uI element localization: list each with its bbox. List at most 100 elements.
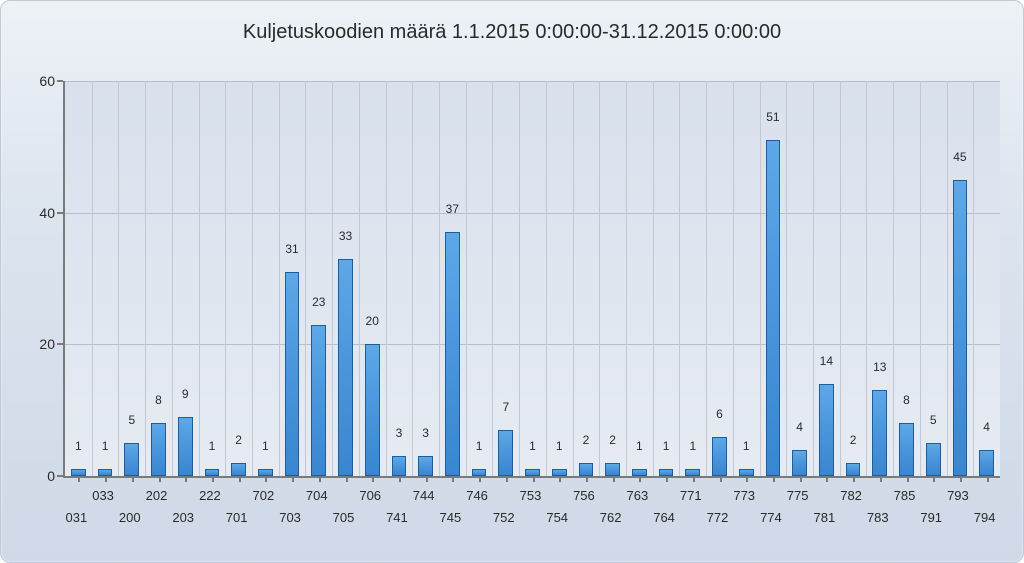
bar-value-label: 37 bbox=[446, 202, 459, 216]
bar bbox=[258, 469, 273, 476]
bar bbox=[899, 423, 914, 476]
x-tick-label: 706 bbox=[359, 488, 381, 503]
x-tick-label: 741 bbox=[386, 510, 408, 525]
bar bbox=[552, 469, 567, 476]
bar bbox=[365, 344, 380, 476]
x-axis-labels: 0310332002022032227017027037047057067417… bbox=[63, 478, 998, 538]
bars-container: 1158912131233320333717112211161514142138… bbox=[65, 81, 1000, 476]
bar-value-label: 14 bbox=[820, 354, 833, 368]
bar-value-label: 2 bbox=[235, 433, 242, 447]
bar bbox=[418, 456, 433, 476]
bar bbox=[445, 232, 460, 476]
bar bbox=[71, 469, 86, 476]
y-tick-label: 60 bbox=[1, 73, 55, 89]
bar bbox=[739, 469, 754, 476]
x-tick-label: 772 bbox=[707, 510, 729, 525]
bar bbox=[285, 272, 300, 476]
bar bbox=[819, 384, 834, 476]
bar bbox=[579, 463, 594, 476]
bar bbox=[472, 469, 487, 476]
x-tick-label: 782 bbox=[840, 488, 862, 503]
bar-value-label: 1 bbox=[689, 439, 696, 453]
bar bbox=[205, 469, 220, 476]
bar-value-label: 2 bbox=[583, 433, 590, 447]
x-tick-label: 031 bbox=[65, 510, 87, 525]
bar bbox=[685, 469, 700, 476]
x-tick-label: 703 bbox=[279, 510, 301, 525]
y-tick-label: 40 bbox=[1, 205, 55, 221]
x-tick-label: 203 bbox=[172, 510, 194, 525]
bar-value-label: 7 bbox=[502, 400, 509, 414]
x-tick-label: 794 bbox=[974, 510, 996, 525]
bar bbox=[846, 463, 861, 476]
x-tick-label: 775 bbox=[787, 488, 809, 503]
bar bbox=[979, 450, 994, 476]
bar bbox=[659, 469, 674, 476]
bar-value-label: 13 bbox=[873, 360, 886, 374]
bar-value-label: 33 bbox=[339, 229, 352, 243]
x-tick-label: 762 bbox=[600, 510, 622, 525]
x-tick-label: 773 bbox=[733, 488, 755, 503]
bar-value-label: 2 bbox=[609, 433, 616, 447]
x-tick-label: 202 bbox=[146, 488, 168, 503]
x-tick-label: 774 bbox=[760, 510, 782, 525]
x-tick-label: 756 bbox=[573, 488, 595, 503]
bar-value-label: 20 bbox=[366, 314, 379, 328]
bar-value-label: 8 bbox=[155, 393, 162, 407]
bar bbox=[872, 390, 887, 476]
x-tick-label: 753 bbox=[520, 488, 542, 503]
bar-value-label: 45 bbox=[953, 150, 966, 164]
y-tick-mark bbox=[57, 212, 63, 214]
y-tick-label: 0 bbox=[1, 468, 55, 484]
bar bbox=[311, 325, 326, 476]
bar-value-label: 31 bbox=[285, 242, 298, 256]
bar-value-label: 2 bbox=[850, 433, 857, 447]
bar-value-label: 3 bbox=[422, 426, 429, 440]
x-tick-label: 771 bbox=[680, 488, 702, 503]
bar-value-label: 1 bbox=[102, 439, 109, 453]
x-tick-label: 702 bbox=[252, 488, 274, 503]
x-tick-label: 744 bbox=[413, 488, 435, 503]
bar-value-label: 1 bbox=[636, 439, 643, 453]
y-tick-label: 20 bbox=[1, 336, 55, 352]
bar bbox=[605, 463, 620, 476]
bar-value-label: 1 bbox=[476, 439, 483, 453]
bar bbox=[632, 469, 647, 476]
x-tick-label: 781 bbox=[813, 510, 835, 525]
bar bbox=[712, 437, 727, 477]
bar-value-label: 1 bbox=[743, 439, 750, 453]
plot-area: 1158912131233320333717112211161514142138… bbox=[63, 81, 1000, 478]
bar-value-label: 1 bbox=[75, 439, 82, 453]
bar bbox=[338, 259, 353, 476]
bar-value-label: 23 bbox=[312, 295, 325, 309]
bar bbox=[525, 469, 540, 476]
bar bbox=[498, 430, 513, 476]
bar bbox=[392, 456, 407, 476]
bar-value-label: 3 bbox=[396, 426, 403, 440]
bar bbox=[231, 463, 246, 476]
bar bbox=[953, 180, 968, 476]
bar-value-label: 5 bbox=[930, 413, 937, 427]
x-tick-label: 033 bbox=[92, 488, 114, 503]
bar-value-label: 1 bbox=[663, 439, 670, 453]
bar bbox=[151, 423, 166, 476]
x-tick-label: 745 bbox=[439, 510, 461, 525]
bar-value-label: 8 bbox=[903, 393, 910, 407]
bar-value-label: 1 bbox=[556, 439, 563, 453]
bar-value-label: 1 bbox=[262, 439, 269, 453]
x-tick-label: 705 bbox=[333, 510, 355, 525]
y-tick-mark bbox=[57, 475, 63, 477]
bar bbox=[178, 417, 193, 476]
bar bbox=[124, 443, 139, 476]
y-tick-mark bbox=[57, 80, 63, 82]
x-tick-label: 222 bbox=[199, 488, 221, 503]
x-tick-label: 701 bbox=[226, 510, 248, 525]
x-tick-label: 764 bbox=[653, 510, 675, 525]
x-tick-label: 704 bbox=[306, 488, 328, 503]
x-tick-label: 793 bbox=[947, 488, 969, 503]
x-tick-label: 754 bbox=[546, 510, 568, 525]
x-tick-label: 783 bbox=[867, 510, 889, 525]
bar-value-label: 1 bbox=[209, 439, 216, 453]
bar-value-label: 9 bbox=[182, 387, 189, 401]
bar-value-label: 4 bbox=[796, 420, 803, 434]
